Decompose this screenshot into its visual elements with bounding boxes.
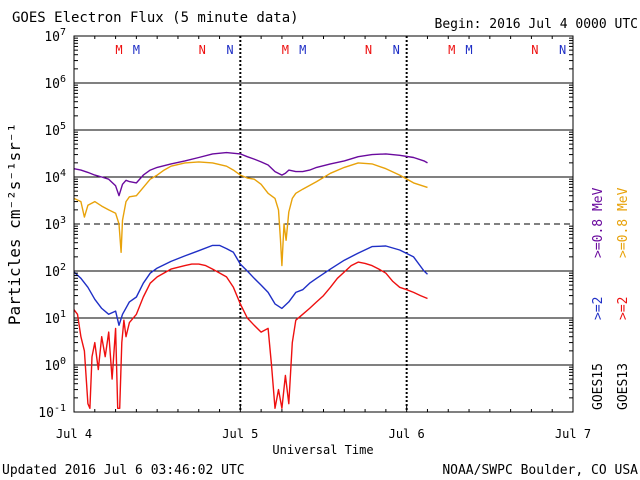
noon-marker-label: M xyxy=(448,43,455,57)
chart-title: GOES Electron Flux (5 minute data) xyxy=(12,10,299,26)
series-line-goes15-2-mev xyxy=(73,244,428,326)
x-axis-label: Universal Time xyxy=(272,443,373,457)
noon-marker-label: M xyxy=(282,43,289,57)
noon-marker-label: M xyxy=(465,43,472,57)
noon-marker-label: M xyxy=(115,43,122,57)
y-tick-layer: 10-1 100 101 102 103 104 105 106 107 xyxy=(38,27,573,421)
legend-entry: GOES13 xyxy=(616,363,631,410)
noon-marker-label: N xyxy=(226,43,233,57)
updated-label: Updated 2016 Jul 6 03:46:02 UTC xyxy=(2,463,245,478)
credit-label: NOAA/SWPC Boulder, CO USA xyxy=(442,463,638,478)
begin-label: Begin: 2016 Jul 4 0000 UTC xyxy=(435,17,639,32)
x-tick-layer: Jul 4 Jul 5 Jul 6 Jul 7 xyxy=(56,36,591,441)
noon-marker-label: N xyxy=(393,43,400,57)
series-layer xyxy=(73,151,428,409)
noon-marker-label: N xyxy=(531,43,538,57)
noon-marker-label: N xyxy=(365,43,372,57)
series-line-goes13-0-8-mev xyxy=(73,161,428,267)
y-tick-label: 107 xyxy=(44,27,66,45)
x-tick-label: Jul 7 xyxy=(555,427,591,441)
legend-entry: >=2 xyxy=(616,297,631,320)
series-line-goes15-0-8-mev xyxy=(73,151,428,197)
y-tick-label: 104 xyxy=(44,168,66,186)
noon-marker-label: M xyxy=(299,43,306,57)
x-tick-label: Jul 4 xyxy=(56,427,92,441)
legend-entry: >=0.8 MeV xyxy=(591,187,606,258)
legend-entry: GOES15 xyxy=(591,363,606,410)
y-tick-label: 102 xyxy=(44,262,66,280)
y-tick-label: 106 xyxy=(44,74,66,92)
series-line-goes13-2-mev xyxy=(73,261,428,409)
noon-marker-label: M xyxy=(133,43,140,57)
legend-entry: >=2 xyxy=(591,297,606,320)
legend-entry: >=0.8 MeV xyxy=(616,187,631,258)
y-axis-label: Particles cm⁻²s⁻¹sr⁻¹ xyxy=(5,123,24,325)
y-tick-label: 10-1 xyxy=(38,403,66,421)
x-tick-label: Jul 6 xyxy=(389,427,425,441)
x-tick-label: Jul 5 xyxy=(222,427,258,441)
noon-marker-label: N xyxy=(559,43,566,57)
y-tick-label: 101 xyxy=(44,309,66,327)
noon-marker-label: N xyxy=(199,43,206,57)
y-axis-label-text: Particles cm⁻²s⁻¹sr⁻¹ xyxy=(5,123,24,325)
y-tick-label: 100 xyxy=(44,356,66,374)
y-tick-label: 105 xyxy=(44,121,66,139)
y-tick-label: 103 xyxy=(44,215,66,233)
grid-layer xyxy=(74,36,573,412)
legend-layer: >=0.8 MeV >=0.8 MeV >=2 >=2 GOES15 GOES13 xyxy=(591,187,631,410)
